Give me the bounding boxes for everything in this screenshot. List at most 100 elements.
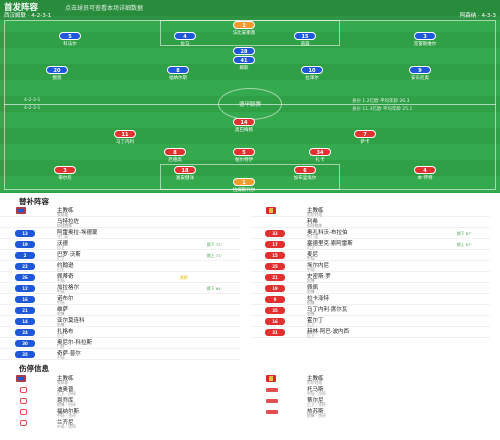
home-player-gk[interactable]: 1 法比安斯基 xyxy=(209,21,279,36)
sub-number-badge: 14 xyxy=(15,318,35,325)
sub-row[interactable]: 16 霍尔丁 后卫 xyxy=(250,316,490,327)
away-player-cm3[interactable]: 34 扎卡 xyxy=(285,148,355,163)
coach-name: 莫耶斯 xyxy=(57,212,69,217)
injury-status: 后卫 · 伤停 xyxy=(57,391,76,396)
home-subs-list: 主教练 莫耶斯 马特拉佐 助理教练 13 阿雷奥拉-埃德蒙 守门员 19 沃德 后卫 换下… xyxy=(0,206,240,360)
sub-row[interactable]: 2 巴罗·沃斯 后卫 换上 72' xyxy=(0,250,240,261)
sub-time: 换上 72' xyxy=(207,253,222,258)
injury-row[interactable]: 迪奥普 后卫 · 伤停 xyxy=(0,385,240,396)
shirt-number: 5 xyxy=(233,148,255,156)
injured-player-name: 福纳尔斯 xyxy=(57,409,80,415)
sub-name: 奇萨·普尔 xyxy=(57,351,81,357)
shirt-number: 1 xyxy=(233,21,255,29)
sub-number-badge: 2 xyxy=(15,252,35,259)
sub-name: 马丁内利·席尔瓦 xyxy=(307,307,348,313)
shirt-number: 6 xyxy=(294,166,316,174)
injury-row[interactable]: 恩乔库 前锋 · 伤停 xyxy=(0,396,240,407)
home-player-cb1[interactable]: 4 佐马 xyxy=(150,32,220,47)
sub-row[interactable]: 35 奇萨·普尔 中场 xyxy=(0,349,240,360)
assistant-name: 马特拉佐 xyxy=(57,219,80,225)
player-name: 安东尼奥 xyxy=(411,76,429,81)
sub-row[interactable]: 12 加拉格尔 中场 换下 64' xyxy=(0,283,240,294)
away-value-info: 身价 11.3亿欧 平均年龄 25.1 xyxy=(352,107,413,112)
sub-name: 约翰逊 xyxy=(57,263,74,269)
shirt-number: 3 xyxy=(414,32,436,40)
sub-row[interactable]: 15 麦尼 中场 xyxy=(250,250,490,261)
shirt-number: 15 xyxy=(294,32,316,40)
injury-status: 前锋 · 伤停 xyxy=(307,413,326,418)
sub-row[interactable]: 16 诺布尔 中场 xyxy=(0,294,240,305)
sub-number-badge: 35 xyxy=(15,351,35,358)
home-injuries-list: 主教练 莫耶斯 迪奥普 后卫 · 伤停 恩乔库 前锋 · 伤停 福纳尔斯 中场 · 伤… xyxy=(0,374,240,429)
sub-row[interactable]: 22 约翰逊 后卫 xyxy=(0,261,240,272)
player-name: 福纳尔斯 xyxy=(169,76,187,81)
sub-position: 后卫 xyxy=(57,256,65,261)
sub-name: 麦尼 xyxy=(307,252,319,258)
sub-row[interactable]: 32 奥孔科沃-布拉伯 守门员 换下 87' xyxy=(250,228,490,239)
top-penalty-box xyxy=(160,20,340,46)
home-player-lw[interactable]: 10 拉泽尔 xyxy=(277,66,347,81)
sub-name: 奥孔科沃-布拉伯 xyxy=(307,230,348,236)
player-name: 帕尔特伊 xyxy=(235,158,253,163)
sub-position: 前锋 xyxy=(57,311,65,316)
home-player-st[interactable]: 9 安东尼奥 xyxy=(385,66,455,81)
sub-number-badge: 13 xyxy=(15,230,35,237)
home-injury-coach-row: 主教练 莫耶斯 xyxy=(0,374,240,385)
injury-status: 中场 · 伤停 xyxy=(57,424,76,429)
away-player-rb[interactable]: 4 本·怀特 xyxy=(390,166,460,181)
sub-row[interactable]: 17 塞德里克·索阿雷斯 后卫 换上 87' xyxy=(250,239,490,250)
sub-row[interactable]: 19 沃德 后卫 换下 72' xyxy=(0,239,240,250)
sub-row[interactable]: 31 赫林·阿巴·波内西 后卫 xyxy=(250,327,490,338)
injury-row[interactable]: 托马斯 中场 · 伤停 xyxy=(250,385,490,396)
sub-number-badge: 35 xyxy=(265,307,285,314)
coach-label: 主教练 xyxy=(307,208,324,214)
injury-row[interactable]: 热苏斯 前锋 · 伤停 xyxy=(250,407,490,418)
player-name: 萨卡 xyxy=(360,140,370,145)
sub-position: 后卫 xyxy=(307,245,315,250)
away-subs-list: 主教练 阿尔特塔 利希 助理教练 32 奥孔科沃-布拉伯 守门员 换下 87' 17 塞… xyxy=(250,206,490,338)
pitch-subtitle: 点击球员可查看本场详细数据 xyxy=(65,5,144,12)
sub-row[interactable]: 21 史密斯·罗 前锋 xyxy=(250,272,490,283)
injury-status: 中场 · 伤停 xyxy=(57,413,76,418)
sub-position: 前锋 xyxy=(307,289,315,294)
sub-row[interactable]: 21 维萨 前锋 xyxy=(0,305,240,316)
coach-label: 主教练 xyxy=(57,376,74,382)
assistant-role: 助理教练 xyxy=(307,223,323,228)
away-player-lw[interactable]: 11 马丁内利 xyxy=(90,130,160,145)
away-player-gk[interactable]: 1 拉姆斯代尔 xyxy=(209,178,279,193)
home-player-am[interactable]: 8 福纳尔斯 xyxy=(143,66,213,81)
away-player-rw[interactable]: 7 萨卡 xyxy=(330,130,400,145)
sub-row[interactable]: 35 马丁内利·席尔瓦 前锋 xyxy=(250,305,490,316)
injured-player-name: 托马斯 xyxy=(307,387,324,393)
home-player-lb[interactable]: 3 克雷斯维尔 xyxy=(390,32,460,47)
away-player-cm1[interactable]: 8 厄德高 xyxy=(140,148,210,163)
away-player-cb1[interactable]: 18 富安健洋 xyxy=(150,166,220,181)
injured-player-name: 迪奥普 xyxy=(57,387,74,393)
injured-player-name: 恩乔库 xyxy=(57,398,74,404)
sub-row[interactable]: 19 佩佩 前锋 xyxy=(250,283,490,294)
sub-row[interactable]: 13 阿雷奥拉-埃德蒙 守门员 xyxy=(0,228,240,239)
away-player-lb[interactable]: 3 蒂尔尼 xyxy=(30,166,100,181)
away-team-formation: 阿森纳 · 4-3-3 xyxy=(459,13,496,19)
sub-row[interactable]: 30 奥尼尔-科拉斯 门将 xyxy=(0,338,240,349)
home-player-rw[interactable]: 20 鲍恩 xyxy=(22,66,92,81)
home-player-cb2[interactable]: 15 道森 xyxy=(270,32,340,47)
sub-row[interactable]: 9 拉卡泽特 前锋 xyxy=(250,294,490,305)
player-name: 拉泽尔 xyxy=(305,76,319,81)
home-player-dm2[interactable]: 41 赖斯 xyxy=(209,56,279,71)
away-player-st[interactable]: 14 奥巴梅扬 xyxy=(209,118,279,133)
sub-number-badge: 12 xyxy=(15,285,35,292)
sub-row[interactable]: 25 埃尔内尼 中场 xyxy=(250,261,490,272)
sub-row[interactable]: 26 佩蒂奇 中场 黄牌 xyxy=(0,272,240,283)
away-coach-row: 主教练 阿尔特塔 xyxy=(250,206,490,217)
sub-row[interactable]: 24 扎格布 后卫 xyxy=(0,327,240,338)
sub-number-badge: 24 xyxy=(15,329,35,336)
sub-row[interactable]: 14 亚尔莫连科 前锋 xyxy=(0,316,240,327)
team-emblem-icon xyxy=(16,375,26,382)
away-player-cb2[interactable]: 6 加布里埃尔 xyxy=(270,166,340,181)
injury-row[interactable]: 福纳尔斯 中场 · 伤停 xyxy=(0,407,240,418)
away-player-cm2[interactable]: 5 帕尔特伊 xyxy=(209,148,279,163)
injury-row[interactable]: 蒂尔尼 后卫 · 伤停 xyxy=(250,396,490,407)
home-player-rb[interactable]: 5 科法尔 xyxy=(35,32,105,47)
injury-row[interactable]: 兰齐尼 中场 · 伤停 xyxy=(0,418,240,429)
